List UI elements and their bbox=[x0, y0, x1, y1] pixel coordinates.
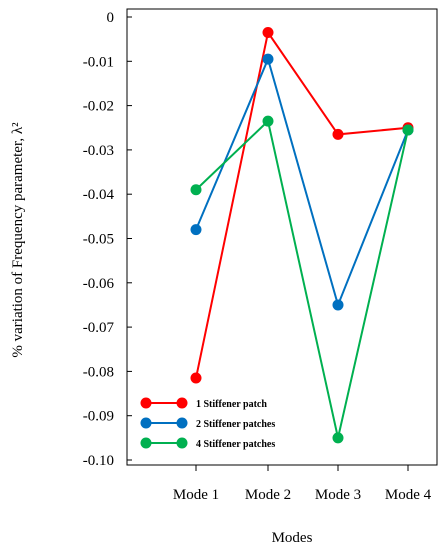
legend-item: 1 Stiffener patch bbox=[140, 397, 267, 410]
data-point bbox=[332, 128, 344, 140]
x-tick-label: Mode 3 bbox=[315, 487, 361, 503]
data-point bbox=[262, 27, 274, 39]
series-3 bbox=[190, 115, 414, 444]
y-axis-title: % variation of Frequency parameter, λ² bbox=[10, 122, 26, 358]
legend-marker bbox=[176, 417, 188, 429]
legend-marker bbox=[176, 437, 188, 449]
legend-marker bbox=[176, 397, 188, 409]
data-point bbox=[402, 124, 414, 136]
y-tick-label: -0.03 bbox=[83, 143, 114, 159]
y-tick-label: -0.07 bbox=[83, 320, 115, 336]
legend: 1 Stiffener patch 2 Stiffener patches 4 St… bbox=[140, 397, 275, 450]
y-tick-label: -0.09 bbox=[83, 409, 114, 425]
series-1 bbox=[190, 27, 414, 384]
data-point bbox=[332, 299, 344, 311]
y-tick-label: -0.04 bbox=[83, 187, 115, 203]
y-tick-label: -0.06 bbox=[83, 276, 115, 292]
y-axis: 0 -0.01 -0.02 -0.03 -0.04 -0.05 -0.06 -0.07 -0.0… bbox=[83, 10, 132, 469]
x-tick-label: Mode 2 bbox=[245, 487, 291, 503]
legend-label: 1 Stiffener patch bbox=[196, 399, 267, 410]
legend-marker bbox=[140, 417, 152, 429]
plot-border bbox=[126, 8, 438, 466]
x-tick-label: Mode 1 bbox=[173, 487, 219, 503]
legend-marker bbox=[140, 437, 152, 449]
data-point bbox=[190, 224, 202, 236]
data-point bbox=[332, 432, 344, 444]
y-tick-label: -0.05 bbox=[83, 232, 114, 248]
legend-marker bbox=[140, 397, 152, 409]
legend-item: 4 Stiffener patches bbox=[140, 437, 275, 450]
y-tick-label: -0.02 bbox=[83, 99, 114, 115]
y-tick-label: -0.08 bbox=[83, 364, 114, 380]
series-group bbox=[190, 27, 414, 444]
x-axis-title: Modes bbox=[272, 530, 313, 546]
y-tick-label: -0.01 bbox=[83, 54, 114, 70]
y-tick-label: 0 bbox=[107, 10, 115, 26]
data-point bbox=[190, 372, 202, 384]
data-point bbox=[262, 115, 274, 127]
data-point bbox=[262, 53, 274, 65]
legend-label: 4 Stiffener patches bbox=[196, 439, 275, 450]
x-axis: Mode 1 Mode 2 Mode 3 Mode 4 bbox=[173, 465, 432, 503]
plot-frame bbox=[126, 8, 438, 466]
series-line bbox=[195, 56, 409, 309]
series-line bbox=[195, 30, 409, 379]
y-tick-label: -0.10 bbox=[83, 453, 114, 469]
legend-label: 2 Stiffener patches bbox=[196, 419, 275, 430]
legend-item: 2 Stiffener patches bbox=[140, 417, 275, 430]
data-point bbox=[190, 184, 202, 196]
series-line bbox=[195, 119, 409, 439]
x-tick-label: Mode 4 bbox=[385, 487, 432, 503]
